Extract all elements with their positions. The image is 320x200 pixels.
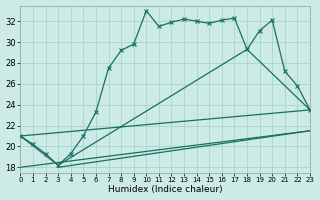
X-axis label: Humidex (Indice chaleur): Humidex (Indice chaleur) xyxy=(108,185,222,194)
